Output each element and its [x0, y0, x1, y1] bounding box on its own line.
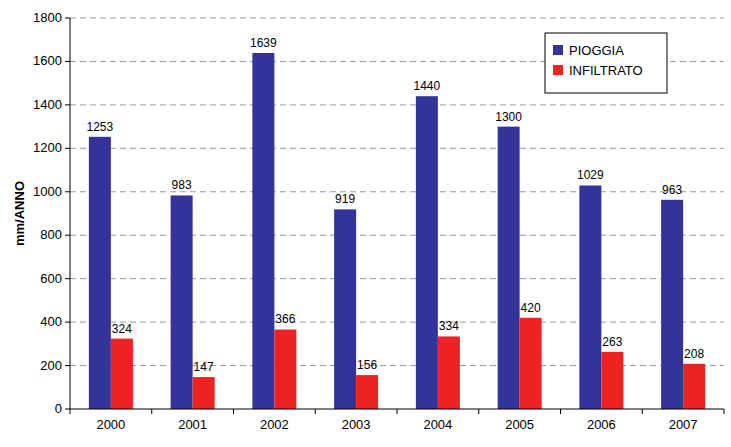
data-label: 334	[439, 319, 459, 333]
bar	[520, 318, 542, 409]
y-tick-label: 0	[55, 401, 62, 416]
y-tick	[65, 191, 70, 192]
chart: 0 200 400 600 800 1000 1200 1400 1600 1800 mm/ANNO…	[0, 0, 731, 447]
grid-line	[70, 235, 724, 236]
y-tick-label: 1200	[33, 140, 62, 155]
bar	[193, 377, 215, 409]
bar	[252, 53, 274, 409]
bar	[683, 364, 705, 409]
y-tick-label: 200	[40, 358, 62, 373]
legend: PIOGGIA INFILTRATO	[545, 33, 667, 93]
y-tick	[65, 365, 70, 366]
bar	[111, 339, 133, 409]
y-tick	[65, 104, 70, 105]
data-label: 919	[335, 192, 355, 206]
legend-swatch	[553, 65, 563, 75]
data-label: 983	[172, 178, 192, 192]
x-tick	[151, 409, 152, 414]
x-tick	[397, 409, 398, 414]
data-label: 324	[112, 322, 132, 336]
chart-container: 0 200 400 600 800 1000 1200 1400 1600 1800 mm/ANNO…	[0, 0, 731, 447]
x-tick-label: 2001	[178, 417, 207, 432]
data-label: 1440	[414, 79, 441, 93]
bar	[416, 96, 438, 409]
y-tick-label: 800	[40, 227, 62, 242]
y-tick	[65, 18, 70, 19]
y-tick	[65, 409, 70, 410]
y-tick-label: 1600	[33, 53, 62, 68]
x-tick-label: 2006	[587, 417, 616, 432]
data-label: 156	[357, 358, 377, 372]
x-tick	[642, 409, 643, 414]
x-tick-label: 2000	[96, 417, 125, 432]
y-tick	[65, 148, 70, 149]
data-label: 963	[662, 183, 682, 197]
y-tick-label: 1400	[33, 97, 62, 112]
legend-label: INFILTRATO	[569, 63, 643, 78]
bar	[579, 185, 601, 409]
x-tick-label: 2005	[505, 417, 534, 432]
grid-line	[70, 322, 724, 323]
y-axis	[70, 18, 71, 409]
bar	[171, 195, 193, 409]
y-tick	[65, 61, 70, 62]
data-label: 263	[602, 335, 622, 349]
y-tick	[65, 278, 70, 279]
grid-line	[70, 104, 724, 105]
legend-swatch	[553, 45, 563, 55]
bar	[498, 127, 520, 409]
bar	[334, 209, 356, 409]
legend-box	[545, 33, 667, 93]
bar	[601, 352, 623, 409]
data-label: 1253	[87, 120, 114, 134]
y-tick-label: 600	[40, 271, 62, 286]
y-tick	[65, 235, 70, 236]
bar	[438, 336, 460, 409]
x-tick	[70, 409, 71, 414]
y-tick-label: 1800	[33, 10, 62, 25]
grid-line	[70, 148, 724, 149]
bar	[274, 329, 296, 409]
bar	[356, 375, 378, 409]
x-tick-label: 2003	[342, 417, 371, 432]
x-tick	[724, 409, 725, 414]
data-label: 208	[684, 347, 704, 361]
data-label: 147	[194, 360, 214, 374]
grid-line	[70, 191, 724, 192]
y-axis-label: mm/ANNO	[12, 181, 27, 246]
grid-line	[70, 18, 724, 19]
data-label: 1300	[495, 110, 522, 124]
data-label: 1639	[250, 36, 277, 50]
bar	[661, 200, 683, 409]
x-tick	[233, 409, 234, 414]
legend-label: PIOGGIA	[569, 43, 624, 58]
grid-line	[70, 278, 724, 279]
y-tick	[65, 322, 70, 323]
grid-line	[70, 365, 724, 366]
y-tick-label: 1000	[33, 184, 62, 199]
data-label: 1029	[577, 168, 604, 182]
bars	[89, 53, 705, 409]
x-tick-label: 2007	[669, 417, 698, 432]
bar	[89, 137, 111, 409]
x-tick	[478, 409, 479, 414]
data-label: 420	[521, 301, 541, 315]
x-tick	[315, 409, 316, 414]
y-tick-label: 400	[40, 314, 62, 329]
x-tick-label: 2002	[260, 417, 289, 432]
data-label: 366	[275, 312, 295, 326]
x-tick-label: 2004	[423, 417, 452, 432]
x-tick	[560, 409, 561, 414]
